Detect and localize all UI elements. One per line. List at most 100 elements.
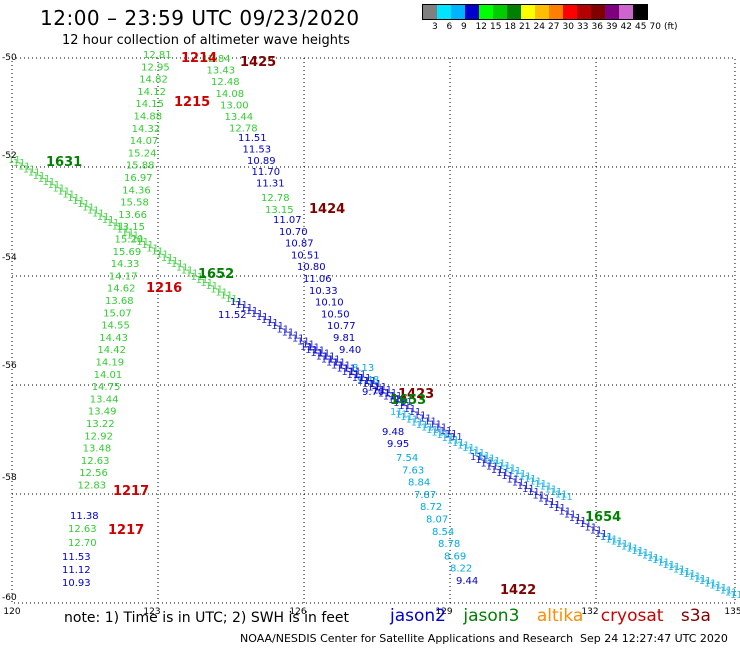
dense-track-mark: 11 (82, 202, 95, 213)
swh-value: 13.49 (88, 407, 117, 418)
dense-track-mark: 11 (62, 190, 75, 201)
swh-value: 12.70 (68, 538, 97, 549)
swh-value: 13.22 (86, 419, 115, 430)
dense-track-mark: 11 (662, 560, 675, 571)
legend-swatch (549, 5, 563, 19)
swh-value: 9.70 (362, 387, 384, 398)
swh-value: 14.19 (96, 358, 125, 369)
swh-value: 11.53 (62, 552, 91, 563)
dense-track-mark: 11 (508, 466, 521, 477)
dense-track-mark: 11 (102, 215, 115, 226)
pass-time-label: 1424 (309, 202, 345, 217)
swh-value: 11.53 (243, 144, 272, 155)
swh-value: 10.80 (297, 262, 326, 273)
dense-track-mark: 11 (359, 373, 372, 384)
dense-track-mark: 11 (117, 224, 130, 235)
dense-track-mark: 11 (538, 494, 551, 505)
dense-track-mark: 11 (532, 490, 545, 501)
dense-track-mark: 11 (333, 358, 346, 369)
lon-tick-label: 126 (289, 607, 306, 617)
mission-legend: jason2 jason3 altika cryosat s3a (390, 606, 723, 626)
swh-value: 8.07 (426, 515, 448, 526)
swh-value: 8.54 (432, 527, 454, 538)
dense-track-mark: 11 (388, 395, 401, 406)
pass-time-label: 1217 (108, 523, 144, 538)
swh-value: 13.66 (118, 210, 147, 221)
dense-track-mark: 11 (517, 481, 530, 492)
dense-track-mark: 11 (424, 416, 437, 427)
dense-track-mark: 11 (445, 429, 458, 440)
legend-swatch (591, 5, 605, 19)
legend-label: 42 (620, 22, 632, 32)
dense-track-mark: 11 (343, 364, 356, 375)
dense-track-mark: 11 (321, 354, 334, 365)
swh-value: 15.20 (115, 235, 144, 246)
dense-track-mark: 11 (621, 541, 634, 552)
legend-swatch (633, 5, 647, 19)
dense-track-mark: 11 (378, 389, 391, 400)
swh-value: 10.51 (291, 250, 320, 261)
swh-value: 13.43 (207, 66, 236, 77)
swh-value: 10.10 (315, 298, 344, 309)
swh-value: 8.72 (420, 502, 442, 513)
dense-track-mark: 11 (372, 385, 385, 396)
dense-track-mark: 11 (181, 265, 194, 276)
swh-value: 13.00 (220, 100, 249, 111)
swh-value: 10.89 (247, 156, 276, 167)
swh-value: 11.12 (62, 565, 91, 576)
dense-track-mark: 11 (486, 462, 499, 473)
dense-track-mark: 11 (195, 275, 208, 286)
legend-label: 45 (635, 22, 647, 32)
dense-track-mark: 11 (694, 574, 707, 585)
swh-value: 14.75 (92, 382, 121, 393)
swh-value: 15.07 (103, 308, 132, 319)
legend-swatch (507, 5, 521, 19)
mission-s3a: s3a (680, 606, 711, 626)
dense-track-mark: 11 (121, 228, 134, 239)
legend-swatch (493, 5, 507, 19)
dense-track-mark: 11 (77, 199, 90, 210)
dense-track-mark: 11 (23, 164, 36, 175)
dense-track-mark: 11 (220, 291, 233, 302)
dense-track-mark: 11 (642, 551, 655, 562)
dense-track-mark: 11 (256, 312, 269, 323)
dense-track-mark: 11 (462, 443, 475, 454)
legend-label: 12 (475, 22, 487, 32)
dense-track-mark: 11 (282, 327, 295, 338)
dense-track-mark: 11 (519, 471, 532, 482)
pass-time-label: 1654 (585, 510, 621, 525)
dense-track-mark: 11 (215, 288, 228, 299)
swh-value: 13.44 (225, 112, 254, 123)
dense-track-mark: 11 (447, 435, 460, 446)
dense-track-mark: 11 (328, 355, 341, 366)
dense-track-mark: 11 (176, 262, 189, 273)
lat-tick-label: -56 (2, 361, 17, 371)
dense-track-mark: 11 (657, 558, 670, 569)
dense-track-mark: 11 (522, 484, 535, 495)
dense-track-mark: 11 (488, 456, 501, 467)
dense-track-mark: 11 (97, 212, 110, 223)
dense-track-mark: 11 (600, 532, 613, 543)
dense-track-mark: 11 (72, 196, 85, 207)
credit-line: NOAA/NESDIS Center for Satellite Applica… (240, 632, 574, 645)
dense-track-mark: 11 (348, 367, 361, 378)
swh-value: 14.32 (132, 124, 161, 135)
swh-value: 11.06 (303, 274, 332, 285)
dense-track-mark: 11 (524, 474, 537, 485)
legend-label: 24 (533, 22, 545, 32)
swh-value: 7.63 (402, 465, 424, 476)
dense-track-mark: 11 (331, 361, 344, 372)
dense-track-mark: 11 (600, 532, 613, 543)
swh-value: 11.52 (218, 310, 247, 321)
swh-value: 13.48 (83, 444, 112, 455)
dense-track-mark: 11 (374, 382, 387, 393)
pass-time-label: 1652 (198, 267, 234, 282)
swh-value: 14.12 (137, 87, 166, 98)
dense-track-mark: 11 (426, 425, 439, 436)
dense-track-mark: 11 (550, 487, 563, 498)
dense-track-mark: 11 (709, 581, 722, 592)
mission-altika: altika (536, 606, 584, 626)
dense-track-mark: 11 (714, 583, 727, 594)
swh-value: 10.50 (321, 309, 350, 320)
